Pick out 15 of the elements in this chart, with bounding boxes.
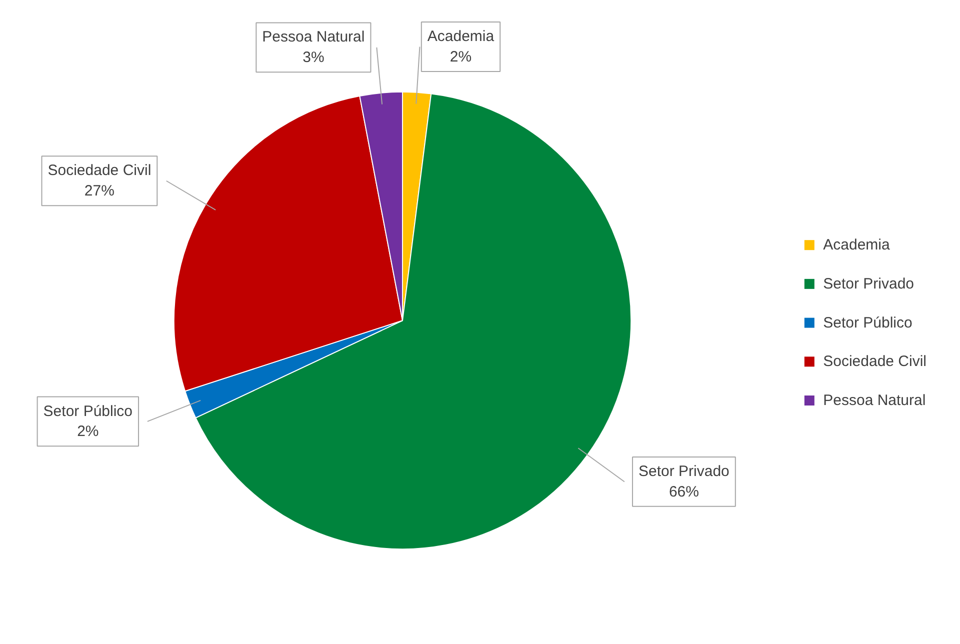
- legend-label: Pessoa Natural: [823, 392, 926, 409]
- data-label: 27%: [84, 182, 114, 200]
- slice-label: Pessoa Natural: [262, 28, 365, 46]
- slice-label: Academia: [427, 28, 495, 46]
- legend-label: Setor Privado: [823, 275, 914, 292]
- data-label: 2%: [450, 48, 472, 66]
- data-label: 2%: [77, 423, 99, 440]
- legend-label: Academia: [823, 236, 890, 254]
- slice-label: Setor Privado: [638, 463, 730, 480]
- slice-label: Setor Público: [43, 402, 133, 420]
- data-label: 66%: [668, 483, 699, 500]
- slice-label: Sociedade Civil: [48, 162, 152, 180]
- data-label: 3%: [302, 49, 324, 66]
- legend-label: Sociedade Civil: [823, 353, 927, 370]
- legend-label: Setor Público: [823, 314, 912, 332]
